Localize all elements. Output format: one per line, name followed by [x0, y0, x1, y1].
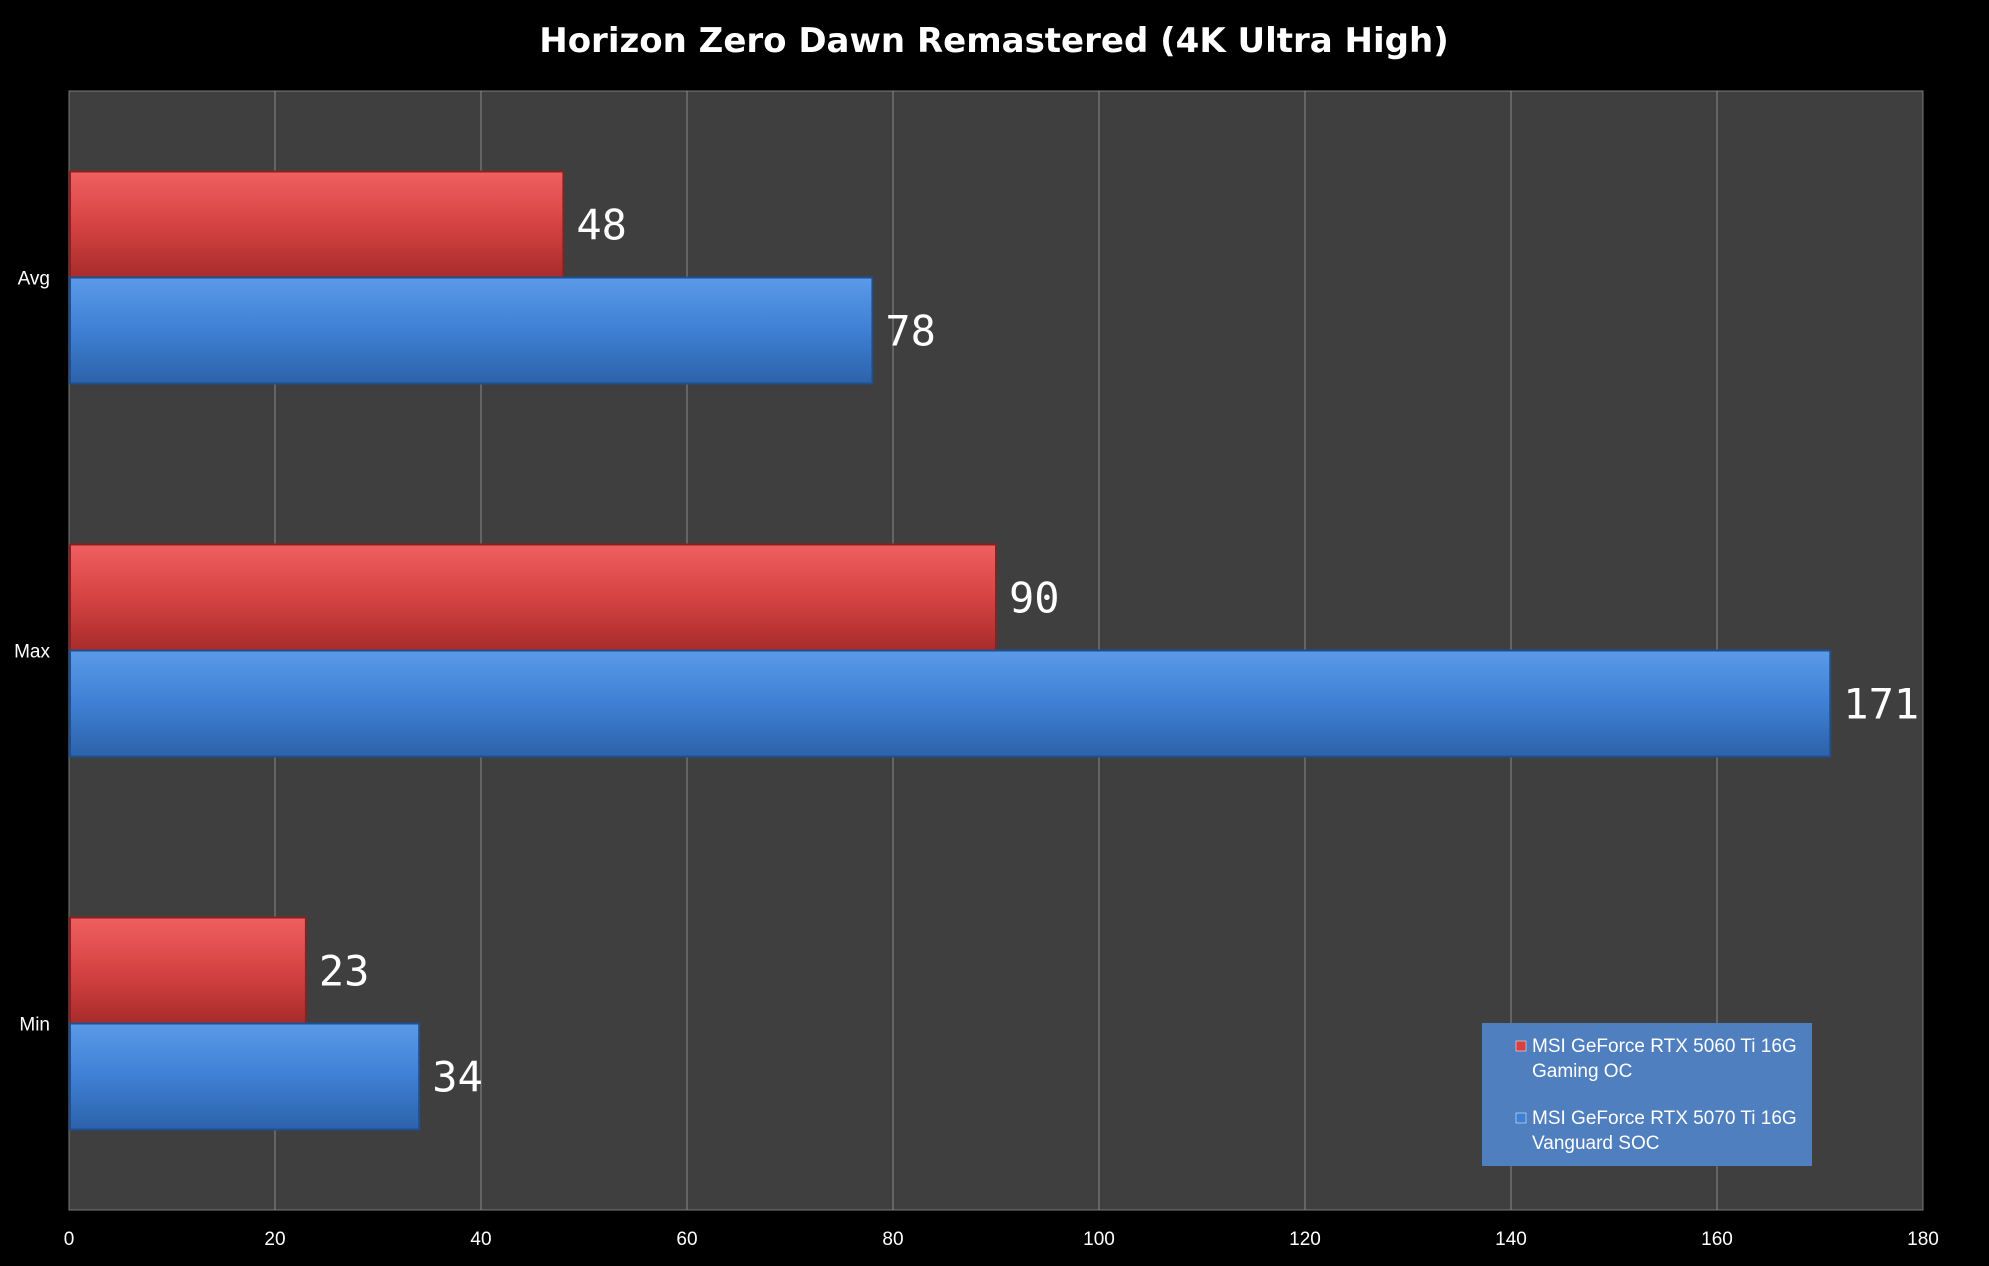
chart-title: Horizon Zero Dawn Remastered (4K Ultra H…: [539, 21, 1449, 61]
bar-min-series-1: [69, 916, 307, 1025]
axes: 0 20 40 60 80 100 120 140 160 180 Avg Max Min: [14, 269, 1939, 1251]
legend-box: [1482, 1023, 1812, 1166]
legend: MSI GeForce RTX 5060 Ti 16G Gaming OC MSI …: [1482, 1023, 1812, 1166]
bar-max-series-1: [69, 543, 997, 652]
x-tick-label: 140: [1495, 1229, 1527, 1250]
legend-swatch: [1515, 1112, 1527, 1124]
bars: [69, 170, 1832, 1131]
x-tick-label: 60: [676, 1229, 697, 1250]
data-label: 34: [432, 1053, 483, 1102]
bar-max-series-2: [69, 649, 1832, 758]
x-tick-label: 160: [1701, 1229, 1733, 1250]
legend-swatch: [1515, 1040, 1527, 1052]
legend-label: MSI GeForce RTX 5060 Ti 16G: [1532, 1036, 1797, 1057]
data-label: 90: [1009, 574, 1060, 623]
data-label: 48: [576, 201, 627, 250]
x-tick-label: 20: [264, 1229, 285, 1250]
x-tick-label: 120: [1289, 1229, 1321, 1250]
legend-label: Vanguard SOC: [1532, 1133, 1659, 1154]
x-tick-label: 180: [1907, 1229, 1939, 1250]
x-tick-label: 40: [470, 1229, 491, 1250]
legend-label: MSI GeForce RTX 5070 Ti 16G: [1532, 1108, 1797, 1129]
category-label: Max: [14, 642, 50, 663]
bar-min-series-2: [69, 1022, 421, 1131]
bar-avg-series-2: [69, 276, 874, 385]
bar-avg-series-1: [69, 170, 565, 279]
x-tick-label: 0: [64, 1229, 75, 1250]
category-label: Min: [19, 1015, 50, 1036]
x-tick-label: 80: [882, 1229, 903, 1250]
category-label: Avg: [18, 269, 50, 290]
data-label: 171: [1843, 680, 1919, 729]
data-label: 23: [319, 947, 370, 996]
data-label: 78: [885, 307, 936, 356]
legend-label: Gaming OC: [1532, 1061, 1632, 1082]
x-tick-label: 100: [1083, 1229, 1115, 1250]
data-labels: 48 78 90 171 23 34: [319, 201, 1919, 1102]
